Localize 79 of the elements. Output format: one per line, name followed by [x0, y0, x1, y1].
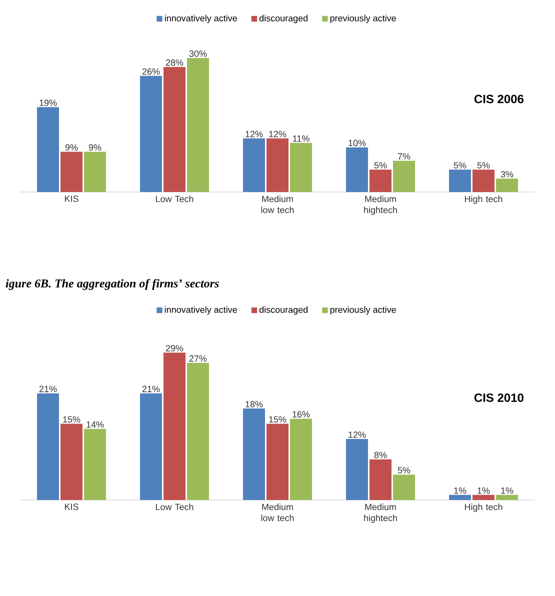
x-tick-label: Medium low tech	[261, 504, 294, 522]
data-label: 12%	[246, 130, 263, 138]
bar	[449, 494, 472, 500]
bar	[346, 147, 368, 192]
bar	[164, 66, 186, 192]
annotation: CIS 2006	[474, 94, 524, 104]
bar	[164, 352, 186, 500]
data-label: 11%	[293, 135, 310, 142]
data-label: 18%	[246, 400, 263, 408]
x-tick-label: KIS	[64, 504, 78, 510]
bar	[60, 152, 82, 192]
data-label: 14%	[86, 421, 104, 428]
data-label: 30%	[189, 50, 207, 57]
data-label: 27%	[189, 355, 207, 362]
legend-label: previously active	[330, 306, 396, 315]
x-tick-label: Medium hightech	[364, 196, 397, 215]
bar	[243, 408, 265, 500]
bar	[290, 142, 312, 192]
data-label: 12%	[269, 130, 286, 138]
legend-label: discouraged	[259, 14, 308, 24]
x-tick-label: High tech	[464, 196, 502, 204]
bar	[60, 424, 82, 500]
bar	[346, 439, 368, 500]
data-label: 8%	[374, 452, 387, 458]
bar	[370, 459, 392, 500]
data-label: 5%	[454, 162, 466, 168]
data-label: 29%	[166, 345, 184, 352]
data-label: 19%	[40, 100, 57, 106]
bar	[393, 160, 415, 192]
data-label: 15%	[63, 416, 80, 423]
bar	[472, 494, 494, 500]
bar	[472, 170, 494, 192]
data-label: 12%	[348, 431, 366, 438]
bar	[496, 494, 518, 500]
data-label: 21%	[142, 386, 160, 392]
bar	[84, 152, 106, 192]
x-tick-label: High tech	[464, 504, 502, 512]
bar	[266, 424, 288, 500]
bar	[266, 138, 288, 192]
data-label: 5%	[398, 467, 410, 474]
data-label: 1%	[501, 487, 514, 494]
data-label: 7%	[398, 153, 410, 160]
x-tick-label: KIS	[64, 196, 78, 202]
bar	[37, 393, 59, 500]
x-tick-label: Medium hightech	[364, 504, 397, 523]
legend-label: innovatively active	[164, 306, 237, 315]
x-tick-label: Low Tech	[156, 196, 194, 202]
data-label: 15%	[269, 416, 286, 423]
bar	[140, 76, 162, 192]
bar	[370, 170, 392, 192]
legend-label: discouraged	[259, 306, 308, 315]
data-label: 21%	[39, 386, 57, 392]
data-label: 10%	[348, 140, 366, 146]
data-label: 5%	[477, 162, 490, 168]
bar	[243, 138, 265, 192]
data-label: 1%	[478, 487, 490, 494]
data-label: 16%	[292, 411, 310, 418]
bar	[84, 428, 106, 500]
annotation: CIS 2010	[474, 393, 524, 402]
x-tick-label: Low Tech	[156, 504, 194, 510]
bar	[187, 58, 209, 192]
data-label: 28%	[166, 59, 184, 66]
bar	[140, 393, 162, 500]
bar	[393, 474, 415, 500]
data-label: 1%	[454, 487, 466, 494]
legend-label: innovatively active	[164, 14, 237, 24]
bar	[496, 178, 518, 192]
data-label: 5%	[374, 162, 387, 168]
x-tick-label: Medium low tech	[261, 196, 294, 214]
chart-title: igure 6B. The aggregation of firms’ sectors	[6, 278, 219, 290]
data-label: 9%	[65, 144, 78, 151]
legend-label: previously active	[330, 14, 396, 24]
data-label: 9%	[88, 144, 102, 151]
bar	[187, 362, 209, 500]
bar	[37, 107, 59, 192]
data-label: 26%	[142, 68, 160, 75]
data-label: 3%	[500, 171, 514, 178]
bar	[449, 170, 472, 192]
bar	[290, 418, 312, 500]
